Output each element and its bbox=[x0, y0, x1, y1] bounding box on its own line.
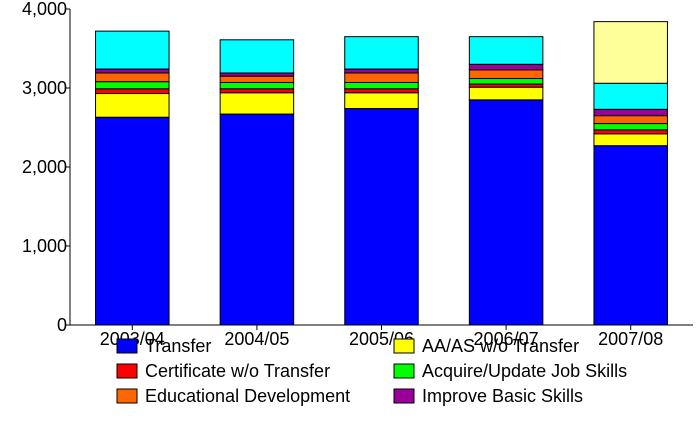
axes-layer: 01,0002,0003,0004,0002003/042004/052005/… bbox=[22, 0, 693, 349]
bar-segment bbox=[95, 68, 170, 74]
bar-segment bbox=[468, 99, 544, 326]
bar-segment bbox=[95, 72, 170, 83]
bar-segment bbox=[468, 78, 544, 85]
bar-segment bbox=[593, 145, 668, 326]
legend-swatch bbox=[116, 338, 138, 354]
y-tick-label: 2,000 bbox=[22, 157, 67, 177]
bar-segment bbox=[219, 88, 295, 94]
bar-segment bbox=[593, 108, 668, 117]
bar-segment bbox=[219, 75, 295, 83]
legend-swatch bbox=[393, 388, 415, 404]
bar-segment bbox=[468, 69, 544, 80]
bar-segment bbox=[344, 72, 419, 83]
legend: Transfer AA/AS w/o Transfer Certificate w/… bbox=[116, 336, 627, 406]
bar-segment bbox=[219, 92, 295, 115]
bar-segment bbox=[344, 36, 419, 70]
bar-segment bbox=[344, 68, 419, 74]
legend-swatch bbox=[116, 388, 138, 404]
bar-segment bbox=[468, 63, 544, 71]
bar-segment bbox=[593, 21, 668, 84]
bar-segment bbox=[593, 123, 668, 131]
bar-segment bbox=[95, 88, 170, 95]
y-tick-label: 3,000 bbox=[22, 78, 67, 98]
legend-label: AA/AS w/o Transfer bbox=[422, 336, 579, 356]
bar-segment bbox=[219, 113, 295, 326]
bar-segment bbox=[344, 92, 419, 110]
legend-swatch bbox=[393, 363, 415, 379]
legend-label: Transfer bbox=[145, 336, 211, 356]
bar-segment bbox=[593, 115, 668, 125]
bars-layer bbox=[95, 21, 668, 326]
bar-segment bbox=[344, 88, 419, 94]
bar-segment bbox=[593, 82, 668, 110]
bar-segment bbox=[468, 36, 544, 65]
bar-segment bbox=[95, 30, 170, 70]
x-tick-label: 2006/07 bbox=[474, 329, 539, 349]
x-tick-label: 2004/05 bbox=[224, 329, 289, 349]
legend-label: Acquire/Update Job Skills bbox=[422, 361, 627, 381]
legend-swatch bbox=[393, 338, 415, 354]
x-tick-label: 2007/08 bbox=[598, 329, 663, 349]
bar-segment bbox=[95, 93, 170, 118]
legend-label: Educational Development bbox=[145, 386, 350, 406]
legend-label: Improve Basic Skills bbox=[422, 386, 583, 406]
legend-swatch bbox=[116, 363, 138, 379]
bar-segment bbox=[593, 133, 668, 147]
bar-segment bbox=[219, 81, 295, 90]
y-tick-label: 0 bbox=[57, 315, 67, 335]
bar-segment bbox=[219, 39, 295, 74]
legend-label: Certificate w/o Transfer bbox=[145, 361, 330, 381]
bar-segment bbox=[593, 129, 668, 135]
bar-segment bbox=[344, 81, 419, 90]
bar-segment bbox=[468, 86, 544, 101]
y-tick-label: 1,000 bbox=[22, 236, 67, 256]
bar-segment bbox=[95, 116, 170, 326]
bar-segment bbox=[344, 108, 419, 326]
bar-segment bbox=[95, 81, 170, 90]
y-tick-label: 4,000 bbox=[22, 0, 67, 19]
